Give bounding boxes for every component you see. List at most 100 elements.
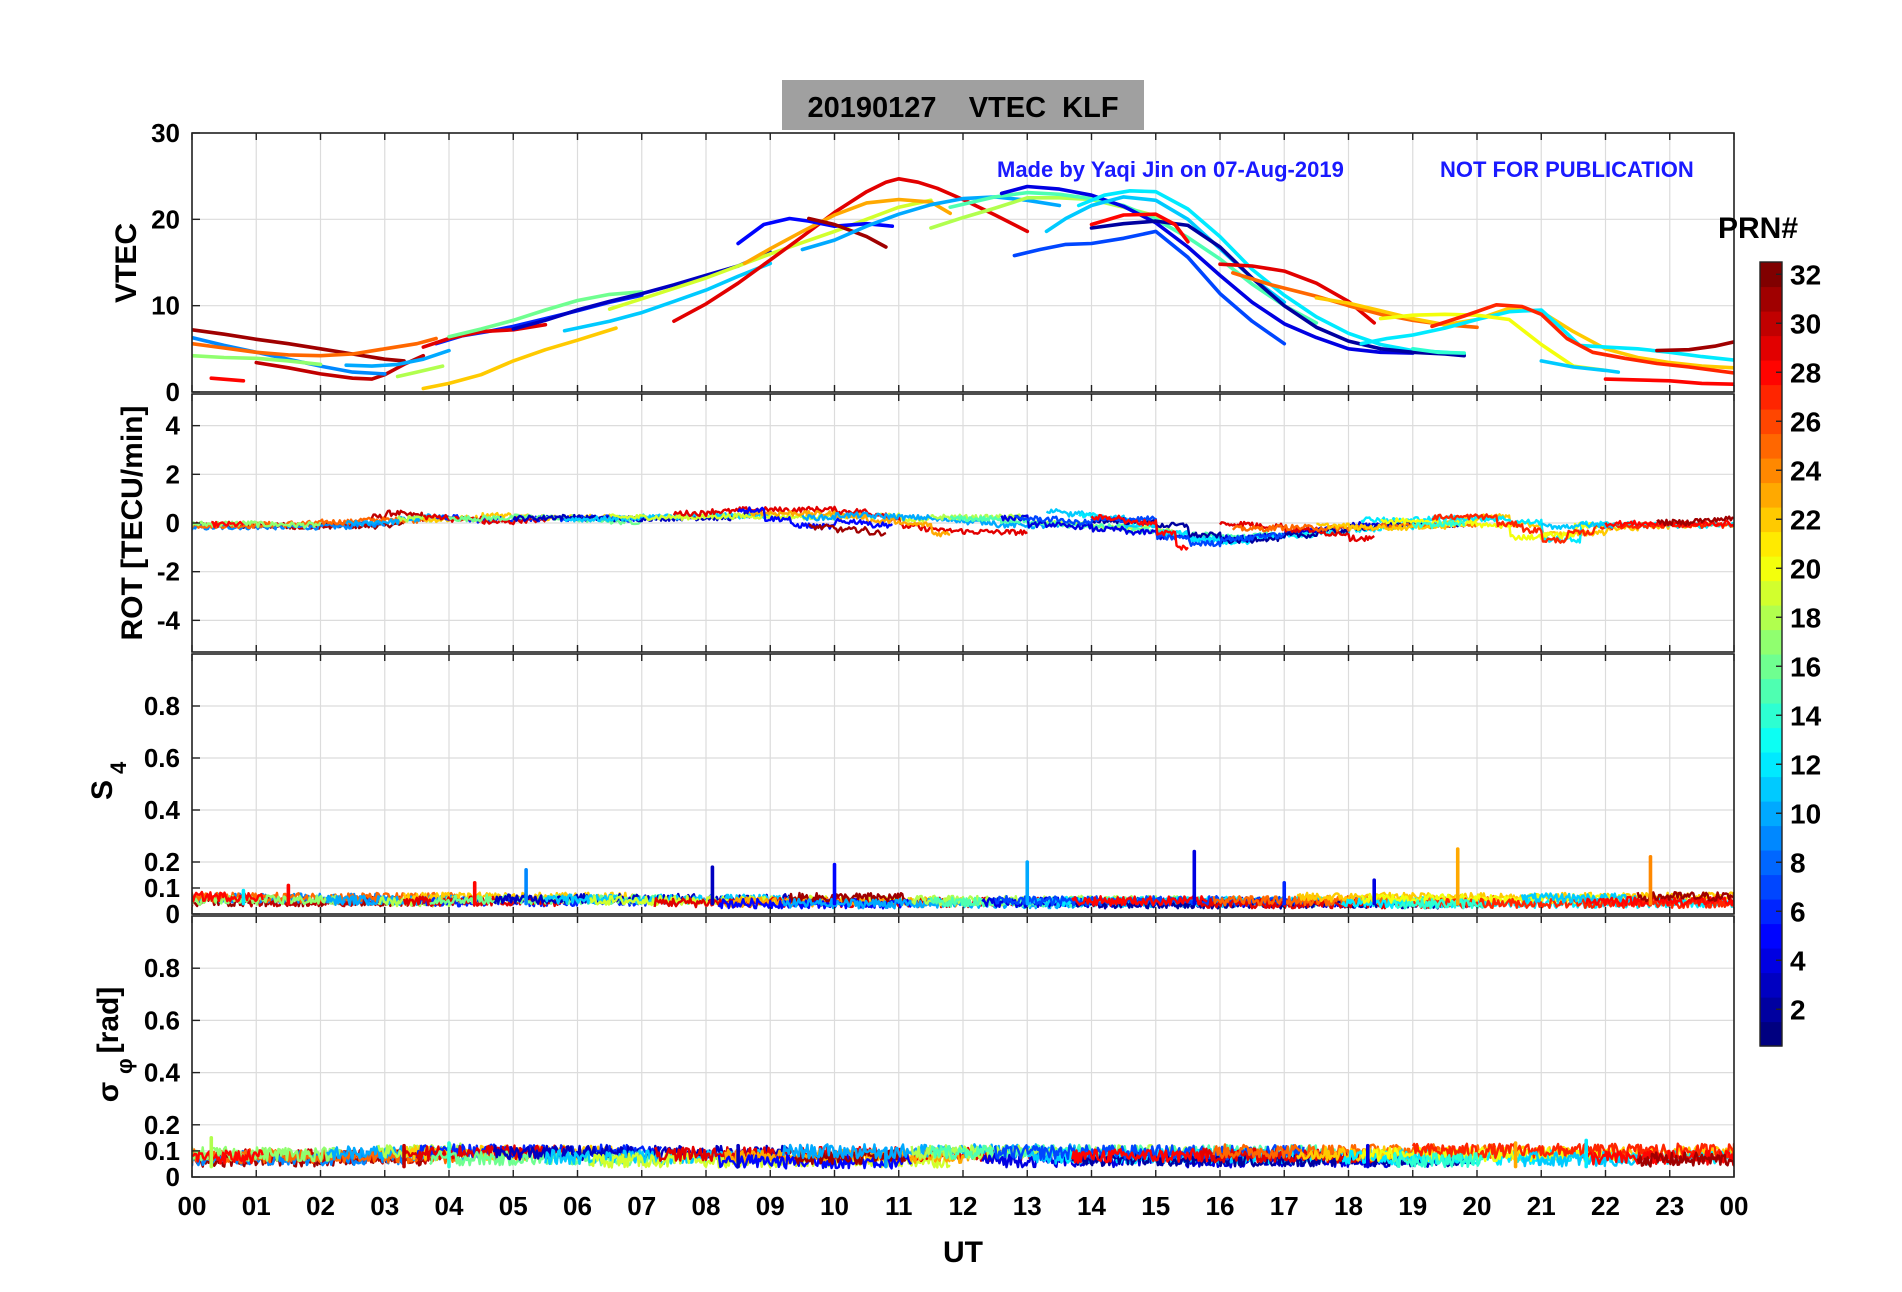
ytick-label-0-2: 20 bbox=[151, 204, 180, 234]
s4-series-group bbox=[192, 847, 1734, 910]
xtick-label-14: 14 bbox=[1077, 1191, 1106, 1221]
xtick-label-11: 11 bbox=[885, 1191, 913, 1221]
rot-series-group bbox=[192, 505, 1734, 551]
colorbar-cell-12 bbox=[1760, 752, 1782, 778]
colorbar-cell-22 bbox=[1760, 507, 1782, 533]
vtec-series-prn29-10 bbox=[421, 322, 548, 349]
rot-series-prn11-35 bbox=[1540, 521, 1619, 530]
colorbar-cell-18 bbox=[1760, 605, 1782, 631]
sigma-ylabel-unit: [rad] bbox=[92, 987, 125, 1054]
vtec-series-prn19-14 bbox=[607, 198, 933, 311]
xtick-label-17: 17 bbox=[1270, 1191, 1299, 1221]
colorbar-cell-2 bbox=[1760, 997, 1782, 1023]
s4-series-group-prn14-34 bbox=[1392, 898, 1485, 910]
ytick-label-2-3: 0.4 bbox=[144, 795, 181, 825]
xtick-label-4: 04 bbox=[435, 1191, 464, 1221]
colorbar-tick-label-7: 16 bbox=[1790, 651, 1821, 682]
s4-ylabel-main: S bbox=[86, 780, 119, 800]
xtick-label-9: 09 bbox=[756, 1191, 785, 1221]
vtec-series-prn18-7 bbox=[395, 364, 445, 379]
vtec-series-prn31-0 bbox=[192, 327, 406, 363]
vtec-series-prn31-37 bbox=[1655, 340, 1734, 353]
rot-series-prn20-32 bbox=[1380, 517, 1606, 541]
s4-series-group-prn28-27 bbox=[1071, 895, 1208, 907]
xtick-label-22: 22 bbox=[1591, 1191, 1620, 1221]
colorbar-cell-7 bbox=[1760, 874, 1782, 900]
sigma-series-group-prn28-5 bbox=[192, 1148, 264, 1165]
s4-series-group-prn28-36 bbox=[1585, 895, 1734, 907]
sigma-series-group-prn11-35 bbox=[1520, 1150, 1639, 1168]
xtick-label-15: 15 bbox=[1141, 1191, 1170, 1221]
ytick-label-3-5: 0.8 bbox=[144, 953, 180, 983]
colorbar-cell-19 bbox=[1760, 580, 1782, 606]
ytick-label-3-0: 0 bbox=[166, 1162, 180, 1192]
colorbar-cell-9 bbox=[1760, 825, 1782, 851]
vtec-series-prn20-32 bbox=[1378, 312, 1608, 373]
xtick-label-13: 13 bbox=[1013, 1191, 1042, 1221]
colorbar-cell-15 bbox=[1760, 678, 1782, 704]
colorbar-cell-5 bbox=[1760, 923, 1782, 949]
colorbar-cell-8 bbox=[1760, 850, 1782, 876]
vtec-series-prn25-3 bbox=[192, 336, 438, 358]
vtec-series-prn7-26 bbox=[1012, 229, 1287, 346]
xtick-label-24: 00 bbox=[1720, 1191, 1749, 1221]
vtec-series-prn10-6 bbox=[344, 348, 451, 368]
sigma-series-group-prn28-27 bbox=[1071, 1147, 1209, 1164]
vtec-series-prn27-33 bbox=[1430, 302, 1734, 375]
ytick-label-2-5: 0.8 bbox=[144, 691, 180, 721]
colorbar-cell-27 bbox=[1760, 384, 1782, 410]
data-layer bbox=[192, 177, 1734, 1170]
colorbar-cell-6 bbox=[1760, 899, 1782, 925]
colorbar-tick-label-9: 20 bbox=[1790, 553, 1821, 584]
rot-series-prn28-5 bbox=[211, 520, 245, 529]
colorbar-cell-10 bbox=[1760, 801, 1782, 827]
xtick-label-21: 21 bbox=[1527, 1191, 1556, 1221]
vtec-series-prn14-34 bbox=[1411, 346, 1466, 355]
colorbar-tick-label-10: 22 bbox=[1790, 504, 1821, 535]
ytick-label-2-0: 0 bbox=[166, 899, 180, 929]
colorbar-tick-label-12: 26 bbox=[1790, 406, 1821, 437]
ytick-label-3-2: 0.2 bbox=[144, 1110, 180, 1140]
ytick-label-0-3: 30 bbox=[151, 118, 180, 148]
s4-series-group-prn11-35 bbox=[1520, 892, 1639, 904]
sigma-series-group-prn5-17 bbox=[717, 1153, 913, 1170]
vtec-series-prn11-35 bbox=[1539, 359, 1621, 374]
xtick-label-12: 12 bbox=[949, 1191, 978, 1221]
xtick-label-19: 19 bbox=[1398, 1191, 1427, 1221]
sigma-series-group-prn14-34 bbox=[1392, 1151, 1484, 1169]
colorbar-tick-label-4: 10 bbox=[1790, 798, 1821, 829]
vtec-series-prn23-16 bbox=[742, 197, 953, 266]
rot-series-prn28-27 bbox=[1090, 513, 1189, 551]
colorbar-tick-label-6: 14 bbox=[1790, 700, 1822, 731]
vtec-series-prn17-4 bbox=[192, 353, 323, 367]
ytick-label-2-4: 0.6 bbox=[144, 743, 180, 773]
ytick-label-1-3: 2 bbox=[166, 459, 180, 489]
vtec-series-prn5-17 bbox=[736, 216, 895, 246]
colorbar-cell-25 bbox=[1760, 433, 1782, 459]
colorbar-cell-21 bbox=[1760, 531, 1782, 557]
colorbar-tick-label-11: 24 bbox=[1790, 455, 1822, 486]
rot-series-prn23-16 bbox=[743, 509, 951, 538]
title-background bbox=[782, 80, 1144, 130]
vtec-series-prn22-8 bbox=[421, 326, 618, 391]
colorbar-cell-23 bbox=[1760, 482, 1782, 508]
colorbar-cell-24 bbox=[1760, 458, 1782, 484]
xtick-label-3: 03 bbox=[370, 1191, 399, 1221]
ytick-label-0-1: 10 bbox=[151, 291, 180, 321]
xtick-label-7: 07 bbox=[627, 1191, 656, 1221]
sigma-ylabel: σ φ [rad] bbox=[92, 987, 137, 1103]
colorbar-tick-label-13: 28 bbox=[1790, 357, 1821, 388]
colorbar-cell-1 bbox=[1760, 1021, 1782, 1047]
xtick-label-18: 18 bbox=[1334, 1191, 1363, 1221]
colorbar-cell-26 bbox=[1760, 409, 1782, 435]
colorbar-tick-label-1: 4 bbox=[1790, 945, 1806, 976]
xtick-label-16: 16 bbox=[1206, 1191, 1235, 1221]
sigma-ylabel-main: σ bbox=[92, 1082, 125, 1103]
colorbar-tick-label-0: 2 bbox=[1790, 994, 1806, 1025]
colorbar-frame bbox=[1759, 261, 1783, 1047]
colorbar-cell-4 bbox=[1760, 948, 1782, 974]
colorbar-cell-14 bbox=[1760, 703, 1782, 729]
vtec-series-prn28-27 bbox=[1089, 212, 1190, 244]
